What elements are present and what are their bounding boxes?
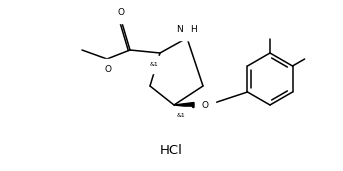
Text: &1: &1 — [149, 62, 158, 67]
Text: O: O — [118, 8, 125, 17]
Text: HCl: HCl — [159, 144, 182, 157]
Text: O: O — [202, 101, 209, 109]
Text: O: O — [105, 65, 111, 74]
Text: N: N — [176, 25, 183, 35]
Text: H: H — [190, 25, 197, 35]
Text: &1: &1 — [177, 113, 186, 118]
Polygon shape — [174, 102, 194, 108]
